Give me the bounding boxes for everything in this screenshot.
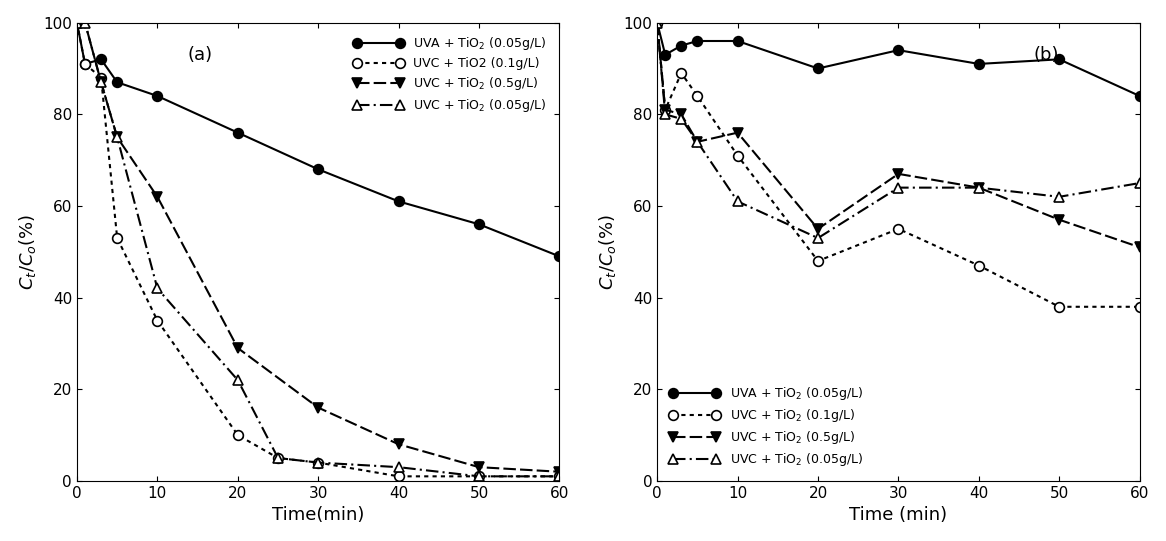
UVA + TiO$_2$ (0.05g/L) <box>892 47 906 54</box>
UVC + TiO$_2$ (0.5g/L) <box>651 19 665 26</box>
UVC + TiO$_2$ (0.05g/L) <box>659 111 673 117</box>
UVC + TiO$_2$ (0.05g/L) <box>70 19 84 26</box>
UVC + TiO$_2$ (0.05g/L) <box>110 134 124 141</box>
UVC + TiO$_2$ (0.5g/L) <box>971 184 985 191</box>
UVC + TiO$_2$ (0.05g/L) <box>674 116 688 122</box>
Y-axis label: $C_t/C_o$(%): $C_t/C_o$(%) <box>597 214 618 290</box>
UVC + TiO$_2$ (0.5g/L) <box>659 107 673 113</box>
UVC + TiO$_2$ (0.05g/L) <box>150 285 164 292</box>
UVA + TiO$_2$ (0.05g/L) <box>731 38 745 44</box>
UVC + TiO$_2$ (0.05g/L) <box>812 235 826 241</box>
UVC + TiO$_2$ (0.05g/L) <box>690 138 704 145</box>
UVC + TiO$_2$ (0.1g/L) <box>690 93 704 99</box>
UVC + TiO$_2$ (0.5g/L) <box>892 170 906 177</box>
UVC + TiO$_2$ (0.5g/L) <box>553 469 567 475</box>
UVC + TiO$_2$ (0.1g/L) <box>731 153 745 159</box>
Line: UVC + TiO2 (0.1g/L): UVC + TiO2 (0.1g/L) <box>72 18 564 481</box>
Line: UVA + TiO$_2$ (0.05g/L): UVA + TiO$_2$ (0.05g/L) <box>652 18 1145 101</box>
UVC + TiO2 (0.1g/L) <box>311 459 325 466</box>
UVC + TiO$_2$ (0.05g/L) <box>971 184 985 191</box>
UVC + TiO2 (0.1g/L) <box>392 473 406 479</box>
UVA + TiO$_2$ (0.05g/L) <box>971 61 985 67</box>
UVC + TiO2 (0.1g/L) <box>70 19 84 26</box>
UVC + TiO$_2$ (0.05g/L) <box>1132 180 1146 186</box>
Line: UVC + TiO$_2$ (0.5g/L): UVC + TiO$_2$ (0.5g/L) <box>72 18 564 477</box>
Legend: UVA + TiO$_2$ (0.05g/L), UVC + TiO2 (0.1g/L), UVC + TiO$_2$ (0.5g/L), UVC + TiO$: UVA + TiO$_2$ (0.05g/L), UVC + TiO2 (0.1… <box>347 29 553 121</box>
UVC + TiO$_2$ (0.5g/L) <box>472 464 486 471</box>
UVC + TiO2 (0.1g/L) <box>271 455 285 461</box>
UVA + TiO$_2$ (0.05g/L) <box>1132 93 1146 99</box>
UVC + TiO$_2$ (0.5g/L) <box>78 19 92 26</box>
UVA + TiO$_2$ (0.05g/L) <box>674 42 688 49</box>
UVA + TiO$_2$ (0.05g/L) <box>311 166 325 173</box>
UVC + TiO$_2$ (0.5g/L) <box>110 134 124 141</box>
UVC + TiO$_2$ (0.1g/L) <box>892 226 906 232</box>
UVA + TiO$_2$ (0.05g/L) <box>651 19 665 26</box>
UVC + TiO2 (0.1g/L) <box>94 75 108 81</box>
Text: (a): (a) <box>188 45 213 64</box>
UVC + TiO$_2$ (0.05g/L) <box>731 198 745 204</box>
UVC + TiO$_2$ (0.5g/L) <box>94 79 108 85</box>
Line: UVC + TiO$_2$ (0.1g/L): UVC + TiO$_2$ (0.1g/L) <box>652 18 1145 312</box>
UVC + TiO$_2$ (0.5g/L) <box>150 194 164 200</box>
UVC + TiO$_2$ (0.05g/L) <box>1052 194 1066 200</box>
UVA + TiO$_2$ (0.05g/L) <box>659 51 673 58</box>
UVA + TiO$_2$ (0.05g/L) <box>110 79 124 85</box>
UVC + TiO$_2$ (0.5g/L) <box>690 138 704 145</box>
UVC + TiO$_2$ (0.5g/L) <box>1052 216 1066 223</box>
UVA + TiO$_2$ (0.05g/L) <box>690 38 704 44</box>
UVC + TiO$_2$ (0.5g/L) <box>392 441 406 447</box>
UVA + TiO$_2$ (0.05g/L) <box>812 65 826 72</box>
Text: (b): (b) <box>1033 45 1059 64</box>
UVC + TiO$_2$ (0.05g/L) <box>94 79 108 85</box>
UVC + TiO$_2$ (0.05g/L) <box>231 377 245 384</box>
UVC + TiO$_2$ (0.5g/L) <box>311 404 325 411</box>
UVC + TiO2 (0.1g/L) <box>553 473 567 479</box>
UVA + TiO$_2$ (0.05g/L) <box>1052 56 1066 63</box>
X-axis label: Time(min): Time(min) <box>272 506 365 524</box>
UVC + TiO$_2$ (0.1g/L) <box>812 258 826 264</box>
Line: UVC + TiO$_2$ (0.05g/L): UVC + TiO$_2$ (0.05g/L) <box>72 18 564 481</box>
UVC + TiO$_2$ (0.1g/L) <box>674 70 688 76</box>
UVC + TiO2 (0.1g/L) <box>231 432 245 438</box>
UVC + TiO$_2$ (0.05g/L) <box>651 19 665 26</box>
UVC + TiO$_2$ (0.05g/L) <box>892 184 906 191</box>
UVC + TiO$_2$ (0.05g/L) <box>553 473 567 479</box>
UVC + TiO$_2$ (0.1g/L) <box>971 262 985 269</box>
Line: UVC + TiO$_2$ (0.5g/L): UVC + TiO$_2$ (0.5g/L) <box>652 18 1145 252</box>
UVC + TiO$_2$ (0.05g/L) <box>392 464 406 471</box>
X-axis label: Time (min): Time (min) <box>849 506 948 524</box>
UVC + TiO$_2$ (0.5g/L) <box>812 226 826 232</box>
UVC + TiO$_2$ (0.05g/L) <box>271 455 285 461</box>
Legend: UVA + TiO$_2$ (0.05g/L), UVC + TiO$_2$ (0.1g/L), UVC + TiO$_2$ (0.5g/L), UVC + T: UVA + TiO$_2$ (0.05g/L), UVC + TiO$_2$ (… <box>663 379 870 474</box>
UVC + TiO2 (0.1g/L) <box>110 235 124 241</box>
UVC + TiO$_2$ (0.1g/L) <box>651 19 665 26</box>
UVC + TiO$_2$ (0.5g/L) <box>231 345 245 351</box>
Line: UVC + TiO$_2$ (0.05g/L): UVC + TiO$_2$ (0.05g/L) <box>652 18 1145 243</box>
UVC + TiO$_2$ (0.05g/L) <box>78 19 92 26</box>
UVC + TiO2 (0.1g/L) <box>78 61 92 67</box>
UVC + TiO$_2$ (0.05g/L) <box>472 473 486 479</box>
UVA + TiO$_2$ (0.05g/L) <box>553 253 567 260</box>
UVC + TiO$_2$ (0.5g/L) <box>70 19 84 26</box>
UVA + TiO$_2$ (0.05g/L) <box>70 19 84 26</box>
UVA + TiO$_2$ (0.05g/L) <box>472 221 486 228</box>
Y-axis label: $C_t/C_o$(%): $C_t/C_o$(%) <box>16 214 37 290</box>
UVC + TiO$_2$ (0.5g/L) <box>731 129 745 136</box>
UVC + TiO2 (0.1g/L) <box>150 317 164 324</box>
UVC + TiO$_2$ (0.05g/L) <box>311 459 325 466</box>
UVC + TiO$_2$ (0.1g/L) <box>1132 304 1146 310</box>
UVA + TiO$_2$ (0.05g/L) <box>392 198 406 204</box>
UVA + TiO$_2$ (0.05g/L) <box>94 56 108 63</box>
UVC + TiO$_2$ (0.5g/L) <box>1132 244 1146 250</box>
UVC + TiO$_2$ (0.5g/L) <box>674 111 688 117</box>
UVA + TiO$_2$ (0.05g/L) <box>78 61 92 67</box>
UVA + TiO$_2$ (0.05g/L) <box>231 129 245 136</box>
UVC + TiO2 (0.1g/L) <box>472 473 486 479</box>
UVC + TiO$_2$ (0.1g/L) <box>1052 304 1066 310</box>
UVA + TiO$_2$ (0.05g/L) <box>150 93 164 99</box>
Line: UVA + TiO$_2$ (0.05g/L): UVA + TiO$_2$ (0.05g/L) <box>72 18 564 261</box>
UVC + TiO$_2$ (0.1g/L) <box>659 107 673 113</box>
